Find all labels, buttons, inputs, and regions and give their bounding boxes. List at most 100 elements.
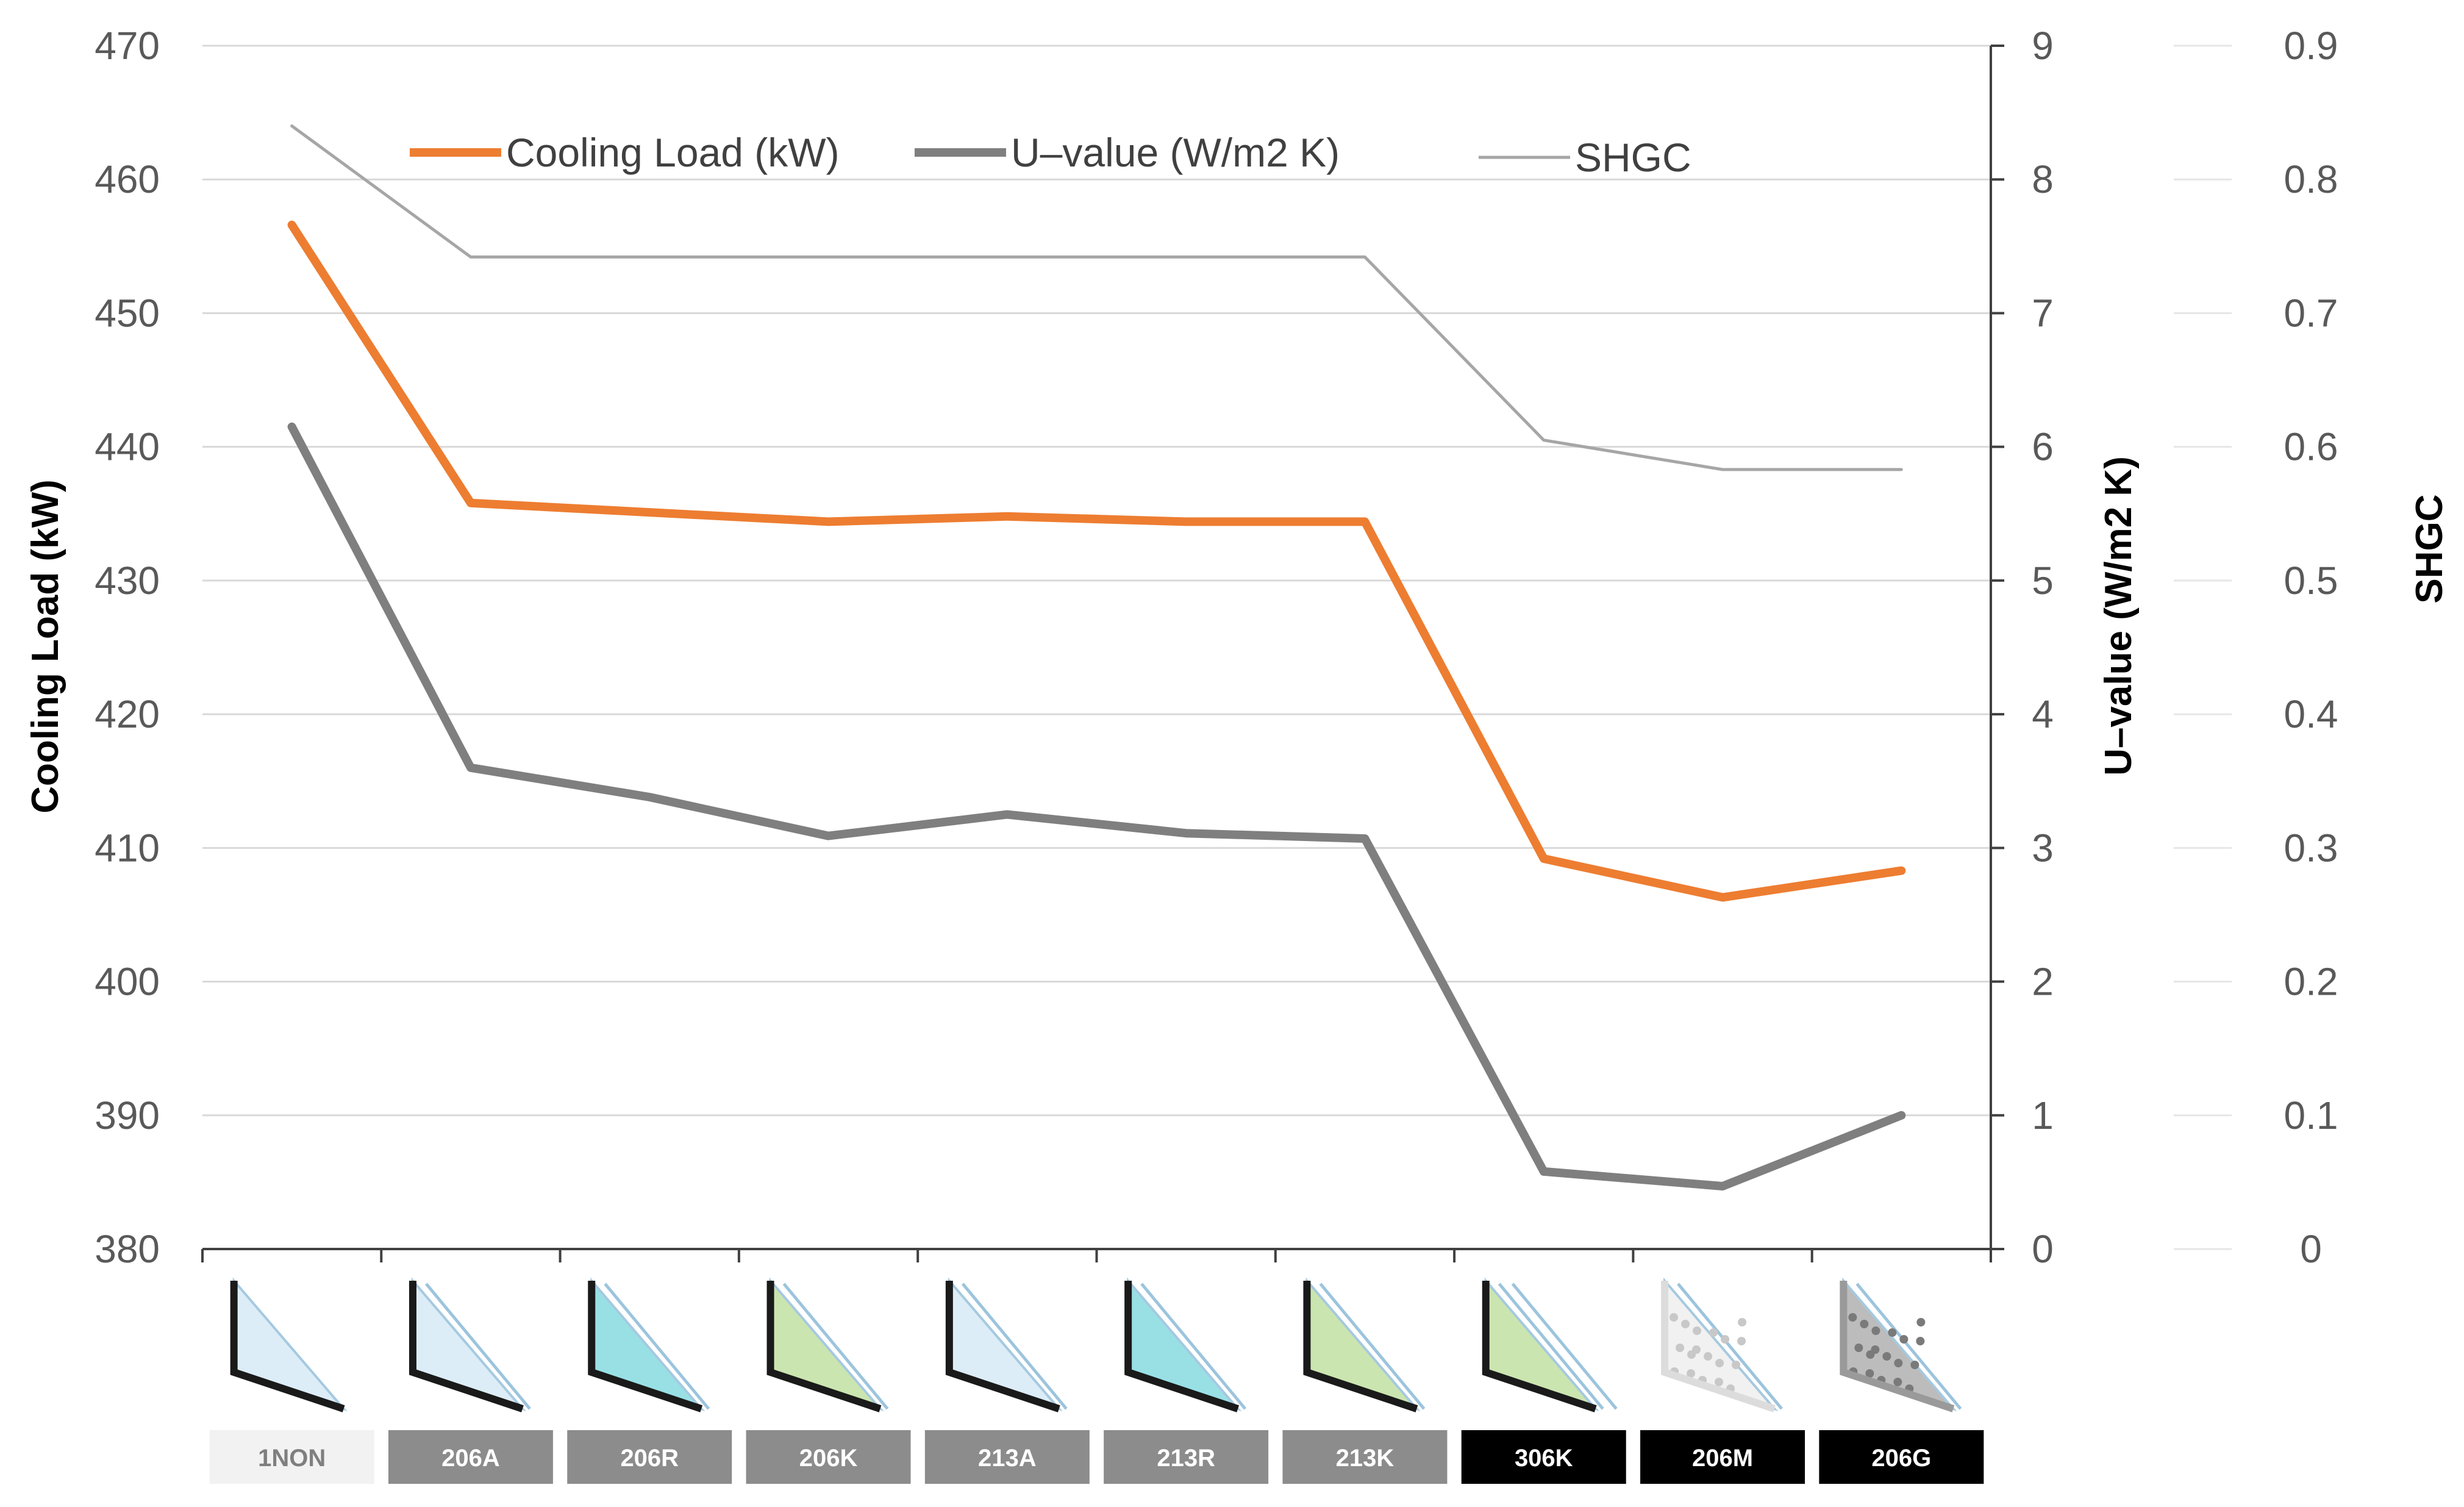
- glass-icon: [588, 1277, 710, 1412]
- left-tick-label: 440: [95, 425, 160, 469]
- glass-texture-dot: [1893, 1378, 1902, 1386]
- category-label: 1NON: [258, 1445, 326, 1472]
- left-tick-label: 450: [95, 291, 160, 335]
- glass-icon: [1124, 1277, 1247, 1412]
- glass-texture-dot: [1737, 1337, 1746, 1345]
- far-right-tick-label: 0: [2300, 1227, 2322, 1271]
- category-label-box: [1282, 1430, 1448, 1484]
- glass-texture-dot: [1721, 1335, 1730, 1344]
- glass-frame: [1482, 1281, 1597, 1412]
- left-axis-ticks: 380 390 400 410 420 430 440 450 460 470: [95, 24, 160, 1271]
- glass-pane-edge: [782, 1283, 889, 1410]
- category-label: 213A: [978, 1445, 1037, 1472]
- glass-pane-edge: [1511, 1283, 1618, 1410]
- legend: Cooling Load (kW) U–value (W/m2 K) SHGC: [410, 130, 1691, 180]
- glass-icon: [1482, 1277, 1618, 1412]
- category-label: 213R: [1157, 1445, 1215, 1472]
- left-tick-label: 410: [95, 826, 160, 870]
- far-right-tick-label: 0.6: [2284, 425, 2338, 469]
- glass-texture-dot: [1687, 1369, 1696, 1378]
- left-tick-label: 380: [95, 1227, 160, 1271]
- glass-pane-edge: [1677, 1283, 1783, 1410]
- right-tick-label: 6: [2032, 425, 2054, 469]
- legend-label: Cooling Load (kW): [506, 130, 840, 175]
- glass-texture-dot: [1709, 1328, 1718, 1337]
- glass-texture-dot: [1693, 1326, 1702, 1335]
- category-label-box: [1640, 1430, 1805, 1484]
- category-label: 306K: [1515, 1445, 1573, 1472]
- category-label: 206M: [1692, 1445, 1753, 1472]
- left-tick-label: 390: [95, 1094, 160, 1137]
- glass-texture-dot: [1848, 1313, 1857, 1322]
- glass-frame: [588, 1281, 703, 1412]
- series-layer: [287, 124, 1906, 1190]
- far-right-tick-label: 0.7: [2284, 291, 2338, 335]
- right-tick-label: 2: [2032, 960, 2054, 1004]
- glass-texture-dot: [1732, 1361, 1741, 1369]
- series-line-Cooling Load (kW): [287, 220, 1906, 902]
- right-tick-label: 9: [2032, 24, 2054, 68]
- glass-frame: [1124, 1281, 1240, 1412]
- category-label: 206R: [620, 1445, 679, 1472]
- far-right-tick-label: 0.5: [2284, 559, 2338, 603]
- left-tick-label: 470: [95, 24, 160, 68]
- glass-texture-dot: [1916, 1337, 1925, 1345]
- far-right-tick-label: 0.9: [2284, 24, 2338, 68]
- glass-pane-edge: [1855, 1283, 1962, 1410]
- far-right-tick-label: 0.1: [2284, 1094, 2338, 1137]
- glass-icons: [230, 1277, 1962, 1412]
- glass-pane-edge: [1498, 1283, 1604, 1410]
- glass-icon: [1840, 1277, 1962, 1412]
- category-label: 206G: [1871, 1445, 1931, 1472]
- glass-pane-edge: [961, 1283, 1068, 1410]
- left-tick-label: 460: [95, 157, 160, 201]
- glass-texture-dot: [1882, 1352, 1891, 1361]
- glass-icon: [1661, 1277, 1783, 1412]
- legend-label: U–value (W/m2 K): [1011, 130, 1340, 175]
- axes: [201, 45, 2232, 1262]
- right-tick-label: 8: [2032, 157, 2054, 201]
- glass-texture-dot: [1854, 1344, 1863, 1352]
- category-label: 213K: [1336, 1445, 1394, 1472]
- glass-texture-dot: [1871, 1326, 1880, 1335]
- far-right-tick-label: 0.8: [2284, 157, 2338, 201]
- glass-texture-dot: [1860, 1320, 1869, 1328]
- category-label-box: [1819, 1430, 1984, 1484]
- glass-frame: [1303, 1281, 1418, 1412]
- glass-texture-dot: [1669, 1313, 1679, 1322]
- glass-texture-dot: [1715, 1359, 1724, 1367]
- far-right-axis-title: SHGC: [2409, 494, 2451, 603]
- glass-texture-dot: [1888, 1328, 1897, 1337]
- category-label-box: [1104, 1430, 1269, 1484]
- left-axis-title: Cooling Load (kW): [24, 479, 66, 814]
- legend-label: SHGC: [1575, 135, 1691, 180]
- left-tick-label: 400: [95, 960, 160, 1004]
- far-right-tick-label: 0.2: [2284, 960, 2338, 1004]
- right-tick-label: 0: [2032, 1227, 2054, 1271]
- left-tick-label: 420: [95, 692, 160, 736]
- glass-frame: [1840, 1281, 1955, 1412]
- category-label-box: [567, 1430, 732, 1484]
- category-label-box: [746, 1430, 911, 1484]
- glass-pane-edge: [604, 1283, 710, 1410]
- right-tick-label: 4: [2032, 692, 2054, 736]
- glass-frame: [945, 1281, 1060, 1412]
- glass-icon: [766, 1277, 889, 1412]
- right-tick-label: 1: [2032, 1094, 2054, 1137]
- glass-texture-dot: [1916, 1318, 1926, 1326]
- glass-pane-edge: [1140, 1283, 1247, 1410]
- far-right-tick-label: 0.4: [2284, 692, 2338, 736]
- category-label-box: [209, 1430, 374, 1484]
- category-label: 206A: [441, 1445, 500, 1472]
- glass-texture-dot: [1704, 1352, 1713, 1361]
- glass-texture-dot: [1738, 1318, 1747, 1326]
- series-line-SHGC: [290, 124, 1903, 471]
- glass-texture-dot: [1866, 1350, 1875, 1359]
- category-label-box: [924, 1430, 1090, 1484]
- gridlines: [202, 45, 1991, 1117]
- glass-texture-dot: [1687, 1350, 1696, 1359]
- glass-frame: [230, 1281, 345, 1412]
- series-line-U–value (W/m2 K): [287, 422, 1906, 1190]
- glass-texture-dot: [1894, 1359, 1903, 1367]
